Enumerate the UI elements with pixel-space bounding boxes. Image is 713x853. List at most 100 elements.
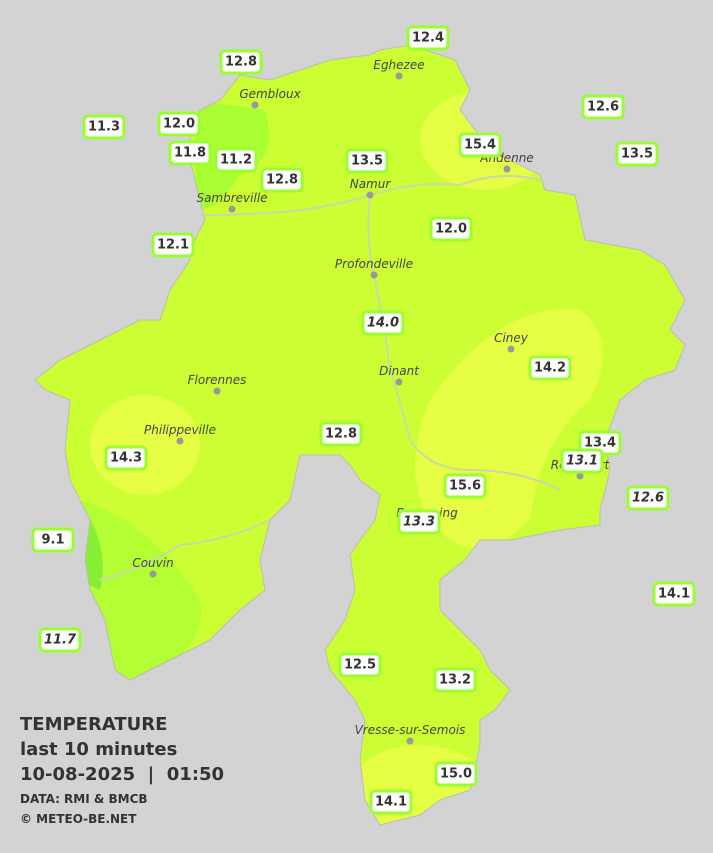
station-box <box>319 421 363 447</box>
station-box <box>560 448 604 474</box>
legend-timestamp: 10-08-2025 | 01:50 <box>20 764 224 785</box>
station-box <box>104 445 148 471</box>
station-value: 12.8 <box>225 55 257 70</box>
city-name: Sambreville <box>196 191 267 205</box>
station-value: 13.1 <box>566 454 598 469</box>
station: 11.7 <box>38 627 82 653</box>
station: 13.5 <box>615 141 659 167</box>
station: 12.6 <box>581 94 625 120</box>
station-value: 15.6 <box>449 479 481 494</box>
city-name: Philippeville <box>144 423 216 437</box>
station: 12.5 <box>338 652 382 678</box>
station-box <box>219 49 263 75</box>
station: 12.0 <box>429 216 473 242</box>
station-box <box>615 141 659 167</box>
station-value: 14.2 <box>534 361 566 376</box>
station-box <box>443 473 487 499</box>
station-value: 11.3 <box>88 120 120 135</box>
station: 11.3 <box>82 114 126 140</box>
station: 12.0 <box>157 111 201 137</box>
station-value: 13.3 <box>403 515 435 530</box>
station: 12.4 <box>406 25 450 51</box>
station-value: 14.1 <box>658 587 690 602</box>
station-value: 12.6 <box>587 100 619 115</box>
station-box <box>214 147 258 173</box>
station-value: 15.0 <box>440 767 472 782</box>
station: 13.2 <box>433 667 477 693</box>
station: 14.1 <box>369 789 413 815</box>
station-box <box>31 527 75 553</box>
station: 14.3 <box>104 445 148 471</box>
station-box <box>168 140 212 166</box>
city-dot <box>213 387 221 395</box>
city-name: Dinant <box>379 364 420 378</box>
legend: TEMPERATURE last 10 minutes 10-08-2025 |… <box>20 714 224 826</box>
station: 14.0 <box>361 310 405 336</box>
station-value: 14.3 <box>110 451 142 466</box>
station-value: 12.1 <box>157 238 189 253</box>
station-value: 9.1 <box>41 533 64 548</box>
station-box <box>345 148 389 174</box>
station: 13.3 <box>397 509 441 535</box>
station-value: 12.4 <box>412 31 444 46</box>
station-box <box>38 627 82 653</box>
city-name: Profondeville <box>335 257 413 271</box>
city-dot <box>366 191 374 199</box>
station-box <box>652 581 696 607</box>
city-dot <box>228 205 236 213</box>
station-box <box>406 25 450 51</box>
station-box <box>458 132 502 158</box>
city-dot <box>395 378 403 386</box>
station-value: 13.2 <box>439 673 471 688</box>
station-value: 14.0 <box>367 316 399 331</box>
station-box <box>151 232 195 258</box>
station-value: 11.7 <box>44 633 77 648</box>
station-value: 13.5 <box>351 154 383 169</box>
station: 13.5 <box>345 148 389 174</box>
city-dot <box>503 165 511 173</box>
city-name: Eghezee <box>373 58 424 72</box>
station-box <box>528 355 572 381</box>
station-box <box>434 761 478 787</box>
station: 15.0 <box>434 761 478 787</box>
station-box <box>260 167 304 193</box>
station-value: 12.0 <box>163 117 195 132</box>
legend-period: last 10 minutes <box>20 739 177 760</box>
station-box <box>369 789 413 815</box>
city-dot <box>370 271 378 279</box>
station-box <box>338 652 382 678</box>
station: 12.6 <box>626 485 670 511</box>
station-box <box>433 667 477 693</box>
station-value: 12.8 <box>266 173 298 188</box>
city-dot <box>507 345 515 353</box>
city-dot <box>251 101 259 109</box>
station-box <box>581 94 625 120</box>
station-value: 15.4 <box>464 138 496 153</box>
station-box <box>429 216 473 242</box>
station: 11.2 <box>214 147 258 173</box>
station-value: 12.6 <box>632 491 664 506</box>
station: 12.8 <box>319 421 363 447</box>
station: 12.8 <box>260 167 304 193</box>
station-value: 12.0 <box>435 222 467 237</box>
station-box <box>397 509 441 535</box>
station: 14.1 <box>652 581 696 607</box>
city-name: Ciney <box>494 331 529 345</box>
station-box <box>157 111 201 137</box>
station: 12.1 <box>151 232 195 258</box>
station-value: 13.5 <box>621 147 653 162</box>
city-dot <box>176 437 184 445</box>
city-name: Couvin <box>132 556 173 570</box>
station-value: 12.8 <box>325 427 357 442</box>
station-value: 11.8 <box>174 146 206 161</box>
city-name: Vresse-sur-Semois <box>355 723 466 737</box>
station: 12.8 <box>219 49 263 75</box>
city-dot <box>395 72 403 80</box>
city-dot <box>576 472 584 480</box>
legend-copyright: © METEO-BE.NET <box>20 812 137 826</box>
station-box <box>626 485 670 511</box>
station-value: 14.1 <box>375 795 407 810</box>
station: 13.1 <box>560 448 604 474</box>
station: 15.4 <box>458 132 502 158</box>
